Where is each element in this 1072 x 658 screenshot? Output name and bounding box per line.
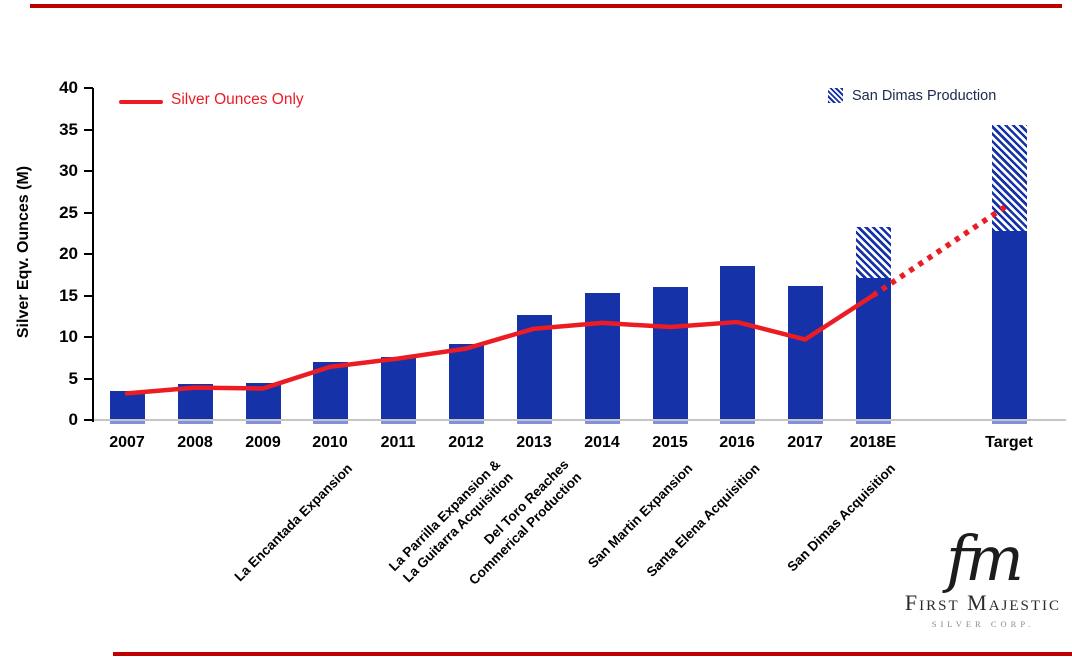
logo-subtitle: SILVER CORP. bbox=[931, 619, 1035, 629]
bar-2018E bbox=[855, 278, 891, 420]
logo-company-name: First Majestic bbox=[904, 590, 1062, 615]
x-label-2007: 2007 bbox=[109, 434, 145, 451]
x-label-2012: 2012 bbox=[448, 434, 484, 451]
bar-2016 bbox=[719, 265, 755, 420]
x-label-2010: 2010 bbox=[312, 434, 348, 451]
bar-2008 bbox=[177, 384, 213, 420]
silver-ounces-legend-label: Silver Ounces Only bbox=[171, 91, 304, 108]
bar-2007 bbox=[109, 390, 145, 420]
bar-hatch-Target bbox=[991, 125, 1027, 231]
bar-foot-2008 bbox=[177, 420, 213, 424]
y-tick-mark-15 bbox=[84, 294, 93, 297]
y-tick-label-40: 40 bbox=[59, 78, 78, 97]
bar-Target bbox=[991, 230, 1027, 420]
x-label-2014: 2014 bbox=[584, 434, 620, 451]
annotation-text-2016: Santa Elena Acquisition bbox=[643, 460, 763, 580]
first-majestic-logo: fm First Majestic SILVER CORP. bbox=[900, 522, 1066, 630]
bar-foot-2014 bbox=[584, 420, 620, 424]
bar-foot-2013 bbox=[516, 420, 552, 424]
y-axis-line bbox=[92, 88, 94, 422]
bar-foot-2011 bbox=[380, 420, 416, 424]
top-red-rule bbox=[30, 4, 1062, 8]
x-label-2016: 2016 bbox=[719, 434, 755, 451]
bar-foot-2015 bbox=[652, 420, 688, 424]
bar-hatch-2018E bbox=[855, 227, 891, 279]
y-tick-label-5: 5 bbox=[68, 368, 78, 388]
y-tick-label-20: 20 bbox=[59, 244, 78, 263]
bar-foot-2007 bbox=[109, 420, 145, 424]
x-label-Target: Target bbox=[985, 434, 1033, 451]
y-tick-label-30: 30 bbox=[59, 161, 78, 180]
y-tick-label-35: 35 bbox=[59, 119, 78, 139]
bottom-red-rule bbox=[113, 652, 1072, 656]
x-label-2011: 2011 bbox=[380, 434, 416, 451]
bar-foot-Target bbox=[991, 420, 1027, 424]
y-tick-mark-10 bbox=[84, 336, 93, 338]
y-tick-mark-30 bbox=[84, 170, 93, 172]
logo-monogram: fm bbox=[946, 522, 1024, 595]
bar-foot-2009 bbox=[245, 420, 281, 424]
bar-2012 bbox=[448, 343, 484, 420]
y-tick-mark-25 bbox=[84, 211, 93, 214]
y-tick-label-10: 10 bbox=[59, 327, 78, 346]
y-tick-mark-0 bbox=[84, 419, 93, 421]
bar-2015 bbox=[652, 287, 688, 420]
bar-foot-2010 bbox=[312, 420, 348, 424]
bar-foot-2017 bbox=[787, 420, 823, 424]
san-dimas-legend-label: San Dimas Production bbox=[852, 88, 997, 104]
bar-2010 bbox=[312, 361, 348, 420]
x-label-2013: 2013 bbox=[516, 434, 552, 451]
x-label-2017: 2017 bbox=[787, 434, 823, 451]
x-label-2018E: 2018E bbox=[849, 434, 897, 451]
bar-2011 bbox=[380, 356, 416, 420]
y-tick-mark-35 bbox=[84, 128, 93, 131]
bar-2009 bbox=[245, 382, 281, 420]
san-dimas-legend-swatch bbox=[828, 88, 843, 103]
y-tick-mark-40 bbox=[84, 87, 93, 89]
y-tick-mark-20 bbox=[84, 253, 93, 255]
line-solid-segment bbox=[124, 293, 876, 396]
x-axis-line bbox=[84, 419, 1066, 421]
bar-foot-2012 bbox=[448, 420, 484, 424]
bar-2017 bbox=[787, 285, 823, 420]
x-label-2009: 2009 bbox=[245, 434, 281, 451]
y-tick-mark-5 bbox=[84, 377, 93, 380]
annotation-text-2010: La Encantada Expansion bbox=[231, 460, 356, 585]
line-dotted-segment bbox=[871, 201, 1011, 298]
x-label-2015: 2015 bbox=[652, 434, 688, 451]
bar-2013 bbox=[516, 314, 552, 420]
bar-foot-2018E bbox=[855, 420, 891, 424]
y-tick-label-0: 0 bbox=[68, 410, 78, 429]
silver-ounces-legend-swatch bbox=[119, 100, 163, 104]
bar-2014 bbox=[584, 293, 620, 420]
y-tick-label-15: 15 bbox=[59, 285, 78, 305]
y-tick-label-25: 25 bbox=[59, 202, 78, 222]
x-label-2008: 2008 bbox=[177, 434, 213, 451]
bar-foot-2016 bbox=[719, 420, 755, 424]
annotation-text-2018e: San Dimas Acquisition bbox=[784, 460, 899, 575]
